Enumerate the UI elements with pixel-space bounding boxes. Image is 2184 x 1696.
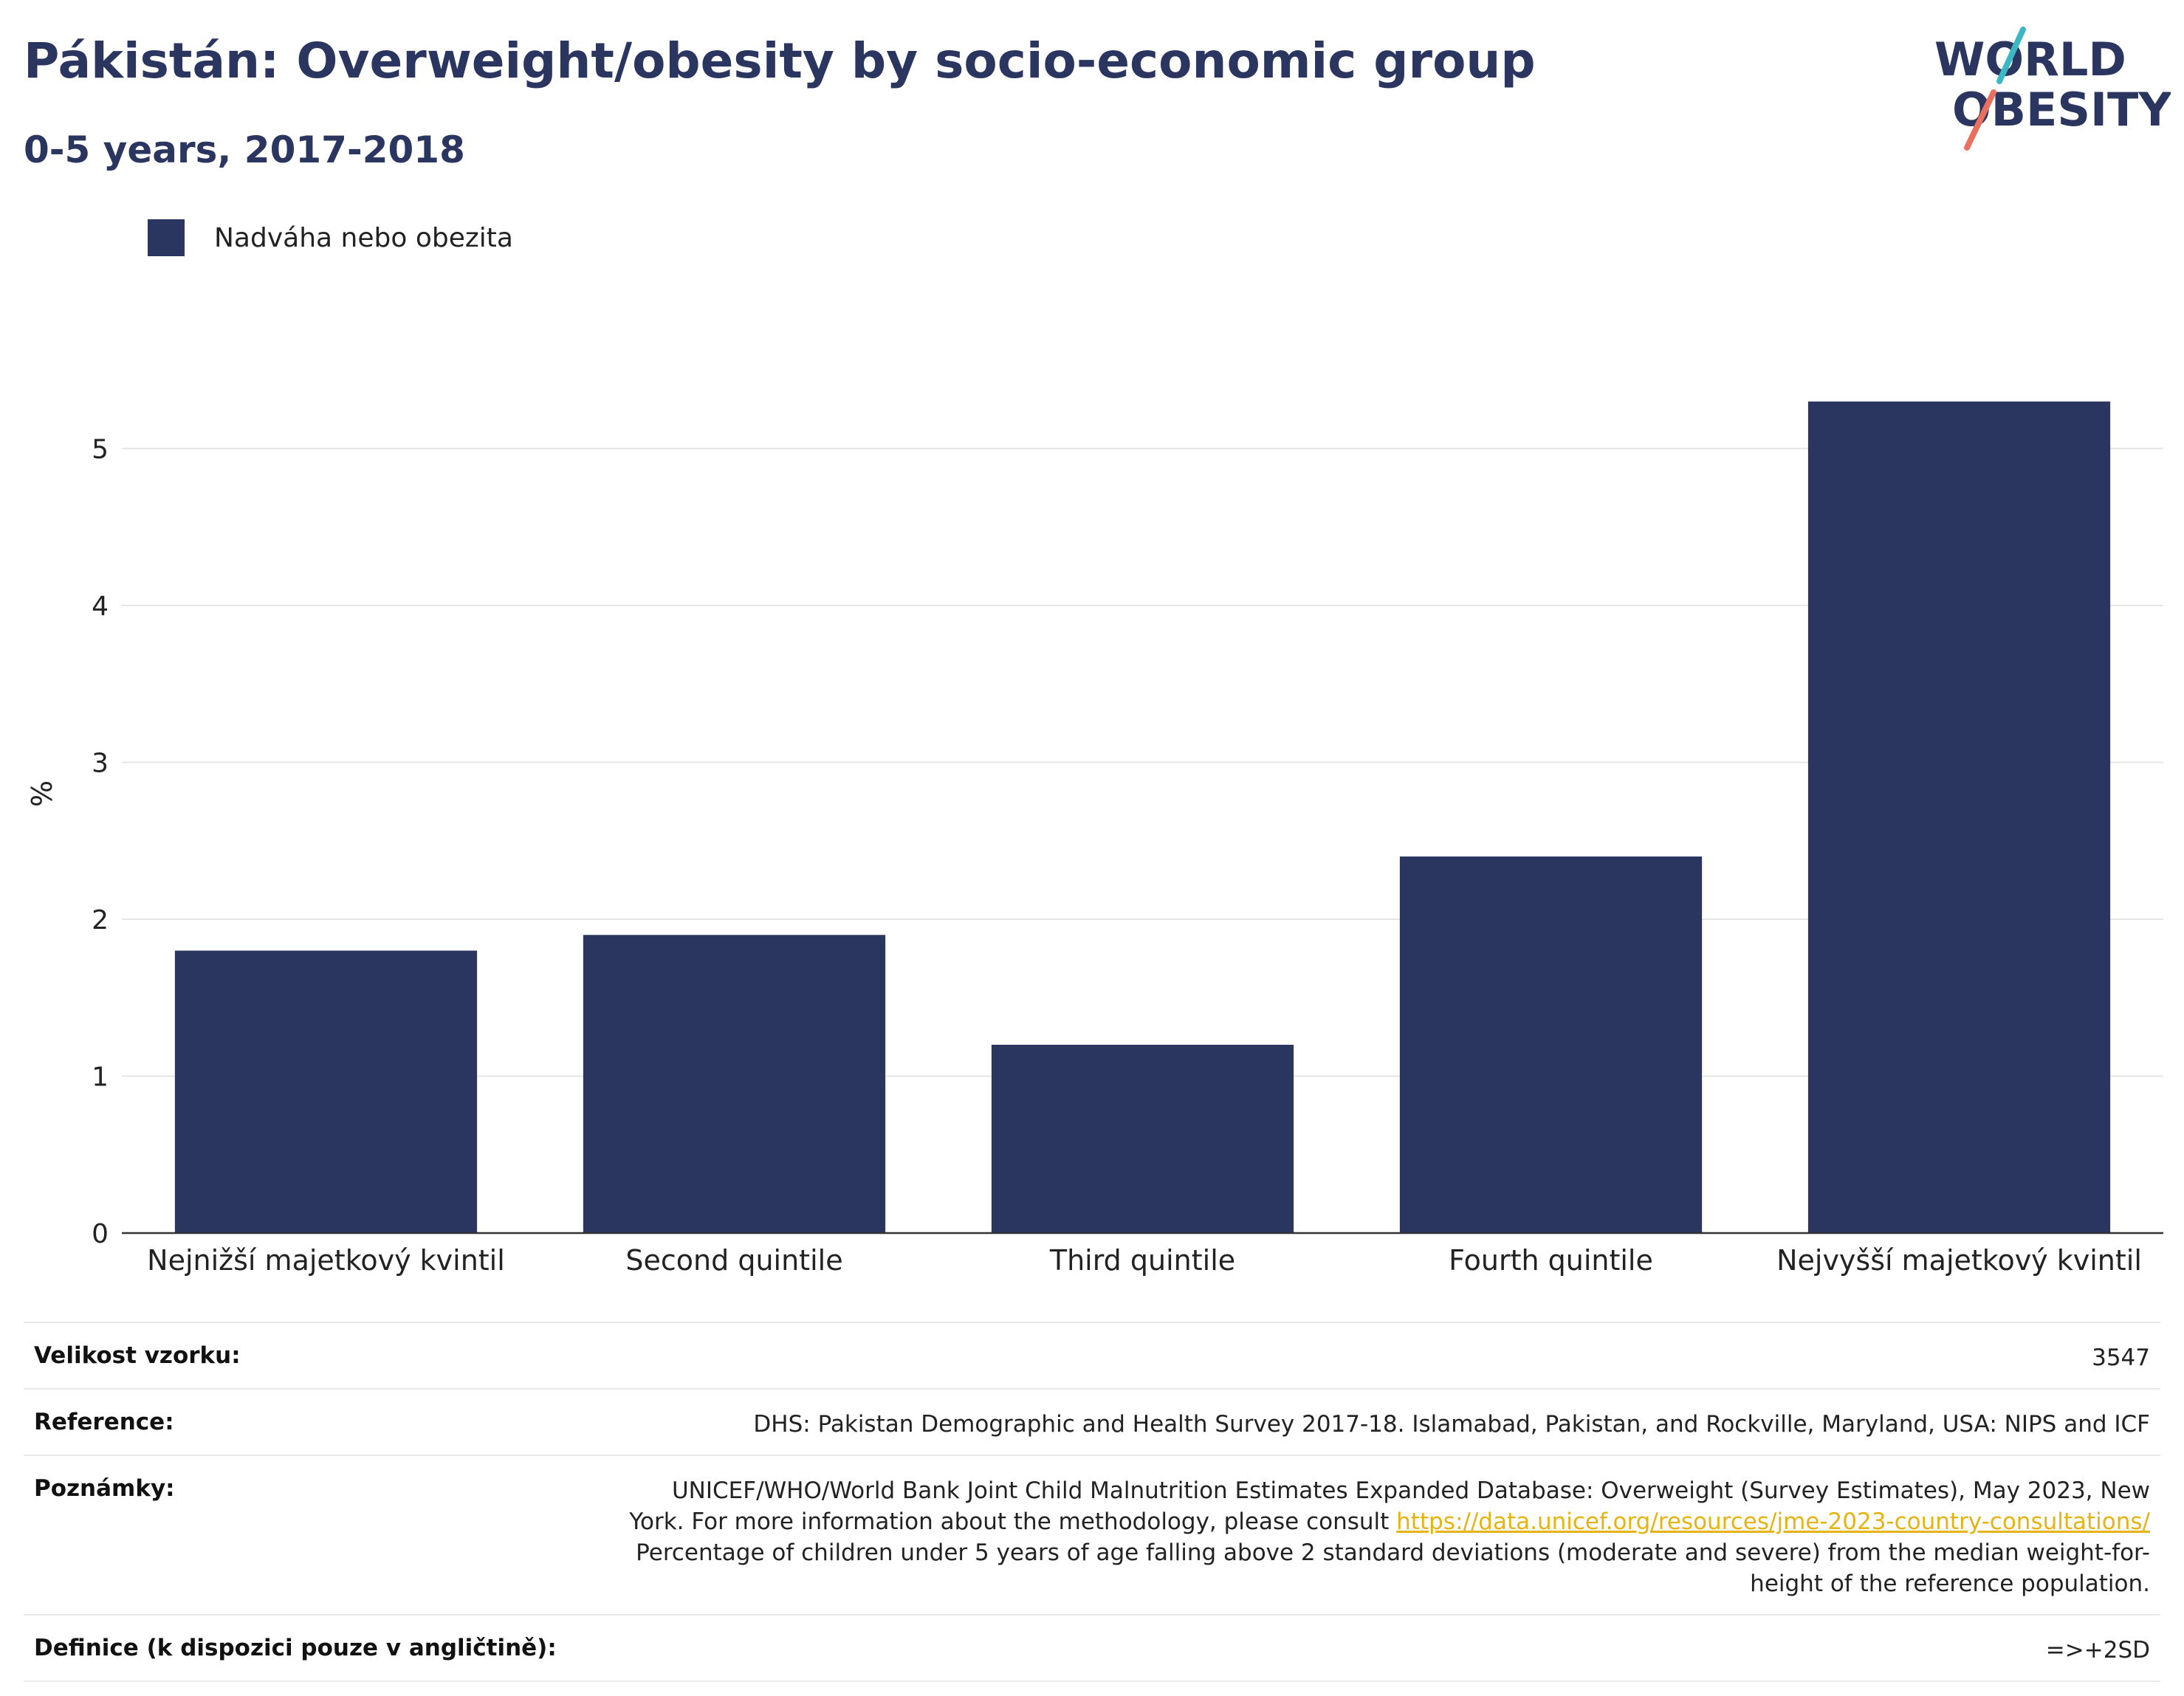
- meta-row-definition: Definice (k dispozici pouze v angličtině…: [24, 1614, 2160, 1682]
- meta-row-reference: Reference: DHS: Pakistan Demographic and…: [24, 1388, 2160, 1455]
- meta-label-reference: Reference:: [34, 1409, 174, 1435]
- x-tick-label: Third quintile: [1049, 1244, 1235, 1277]
- bar: [174, 950, 478, 1233]
- y-tick-label: 2: [92, 905, 109, 935]
- world-obesity-logo: WORLD OBESITY: [1934, 27, 2171, 151]
- logo-word-world: WORLD: [1934, 32, 2126, 86]
- chart-title: Pákistán: Overweight/obesity by socio-ec…: [24, 32, 1536, 89]
- notes-text-2: Percentage of children under 5 years of …: [636, 1539, 2150, 1597]
- y-tick-label: 1: [92, 1062, 109, 1093]
- meta-label-sample-size: Velikost vzorku:: [34, 1342, 241, 1369]
- bar: [583, 935, 886, 1233]
- logo-word-obesity: OBESITY: [1952, 83, 2171, 137]
- meta-label-notes: Poznámky:: [34, 1475, 175, 1502]
- legend-label: Nadváha nebo obezita: [214, 222, 513, 253]
- chart-subtitle: 0-5 years, 2017-2018: [24, 128, 465, 171]
- bar-chart: 0 1 2 3 4 5% Nejnižší majetkový kvintil Second …: [26, 401, 2163, 1277]
- metadata-table: Velikost vzorku: 3547 Reference: DHS: Pa…: [24, 1322, 2160, 1682]
- y-axis-label: %: [26, 780, 58, 807]
- y-tick-label: 0: [92, 1219, 109, 1249]
- bar: [991, 1045, 1294, 1233]
- meta-value-notes: UNICEF/WHO/World Bank Joint Child Malnut…: [614, 1475, 2150, 1599]
- x-tick-label: Nejnižší majetkový kvintil: [147, 1244, 505, 1277]
- notes-text-1: UNICEF/WHO/World Bank Joint Child Malnut…: [629, 1477, 2150, 1535]
- y-tick-label: 4: [92, 591, 109, 622]
- notes-link[interactable]: https://data.unicef.org/resources/jme-20…: [1396, 1508, 2150, 1535]
- legend-swatch: [148, 219, 185, 256]
- x-tick-label: Nejvyšší majetkový kvintil: [1776, 1244, 2142, 1277]
- y-tick-label: 3: [92, 749, 109, 779]
- meta-label-definition: Definice (k dispozici pouze v angličtině…: [34, 1635, 557, 1661]
- logo-slash-coral: [1964, 89, 1996, 151]
- bar: [1399, 856, 1703, 1233]
- meta-value-sample-size: 3547: [2092, 1345, 2150, 1371]
- x-tick-label: Fourth quintile: [1449, 1244, 1653, 1277]
- meta-value-reference: DHS: Pakistan Demographic and Health Sur…: [753, 1411, 2150, 1438]
- x-tick-label: Second quintile: [625, 1244, 842, 1277]
- meta-row-notes: Poznámky: UNICEF/WHO/World Bank Joint Ch…: [24, 1455, 2160, 1614]
- meta-value-definition: =>+2SD: [2045, 1637, 2150, 1664]
- chart-legend: Nadváha nebo obezita: [148, 219, 513, 257]
- bar: [1807, 401, 2111, 1233]
- y-tick-label: 5: [92, 435, 109, 465]
- logo-slash-teal: [1996, 27, 2026, 84]
- meta-row-sample-size: Velikost vzorku: 3547: [24, 1322, 2160, 1388]
